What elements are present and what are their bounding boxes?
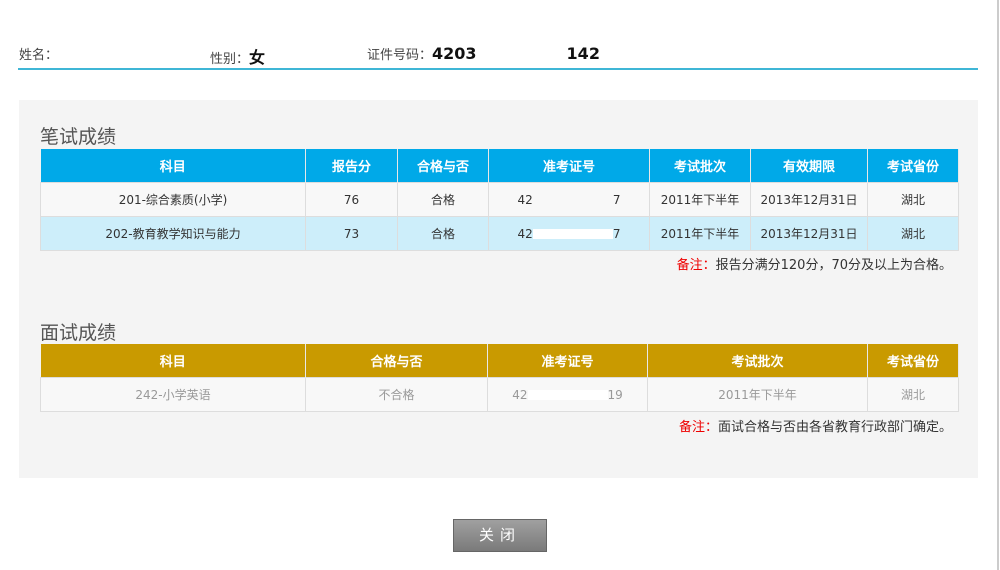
ticket-prefix: 42 [512,387,528,402]
ticket-suffix: 7 [612,192,621,207]
table-row: 201-综合素质(小学) 76 合格 42 7 2011年下半年 2013年12月… [40,182,959,217]
cell-ticket: 42 7 [488,182,650,217]
cell-province: 湖北 [867,216,959,251]
cell-province: 湖北 [867,182,959,217]
cell-batch: 2011年下半年 [647,377,868,412]
table-header: 科目 合格与否 准考证号 考试批次 考试省份 [40,344,959,378]
col-ticket: 准考证号 [488,149,650,183]
ticket-prefix: 42 [517,226,533,241]
cell-pass: 合格 [397,182,489,217]
name-label: 姓名： [19,48,59,63]
ticket-suffix: 7 [612,226,621,241]
gender-label: 性别： [210,52,250,67]
gender-value: 女 [249,48,266,67]
col-valid: 有效期限 [750,149,868,183]
interview-note: 备注：面试合格与否由各省教育行政部门确定。 [679,416,952,435]
table-header: 科目 报告分 合格与否 准考证号 考试批次 有效期限 考试省份 [40,149,959,183]
col-province: 考试省份 [867,344,959,378]
id-redacted [476,50,567,61]
cell-batch: 2011年下半年 [649,216,751,251]
cell-subject: 201-综合素质(小学) [40,182,306,217]
cell-ticket: 42 19 [487,377,648,412]
col-pass: 合格与否 [397,149,489,183]
cell-score: 73 [305,216,398,251]
id-prefix: 4203 [432,44,477,63]
note-label: 备注： [676,258,716,273]
ticket-prefix: 42 [517,192,533,207]
ticket-redacted [533,195,613,205]
name-field: 姓名： [19,44,99,63]
written-note: 备注：报告分满分120分，70分及以上为合格。 [677,254,952,273]
gender-field: 性别：女 [210,44,265,68]
ticket-redacted [532,229,613,239]
interview-title: 面试成绩 [40,322,117,344]
id-suffix: 142 [566,44,600,63]
cell-pass: 合格 [397,216,489,251]
cell-ticket: 42 7 [488,216,650,251]
written-table: 科目 报告分 合格与否 准考证号 考试批次 有效期限 考试省份 201-综合素质… [40,149,959,251]
cell-valid: 2013年12月31日 [750,216,868,251]
cell-batch: 2011年下半年 [649,182,751,217]
col-score: 报告分 [305,149,398,183]
note-label: 备注： [678,420,718,435]
close-button[interactable]: 关闭 [453,519,547,552]
note-text: 报告分满分120分，70分及以上为合格。 [715,258,952,273]
col-batch: 考试批次 [647,344,868,378]
cell-score: 76 [305,182,398,217]
cell-subject: 202-教育教学知识与能力 [40,216,306,251]
name-redacted [58,50,99,61]
col-subject: 科目 [40,344,306,378]
cell-pass: 不合格 [305,377,488,412]
written-title: 笔试成绩 [40,126,117,148]
table-row: 202-教育教学知识与能力 73 合格 42 7 2011年下半年 2013年12… [40,216,959,251]
cell-valid: 2013年12月31日 [750,182,868,217]
interview-table: 科目 合格与否 准考证号 考试批次 考试省份 242-小学英语 不合格 42 19… [40,344,959,412]
ticket-redacted [527,390,608,400]
table-row: 242-小学英语 不合格 42 19 2011年下半年 湖北 [40,377,959,412]
note-text: 面试合格与否由各省教育行政部门确定。 [717,420,952,435]
cell-province: 湖北 [867,377,959,412]
cell-subject: 242-小学英语 [40,377,306,412]
ticket-suffix: 19 [607,387,623,402]
window-edge [997,0,999,570]
col-subject: 科目 [40,149,306,183]
id-label: 证件号码： [367,48,433,63]
col-ticket: 准考证号 [487,344,648,378]
header-divider [18,68,978,70]
col-province: 考试省份 [867,149,959,183]
col-batch: 考试批次 [649,149,751,183]
col-pass: 合格与否 [305,344,488,378]
id-field: 证件号码：4203 142 [367,44,600,63]
